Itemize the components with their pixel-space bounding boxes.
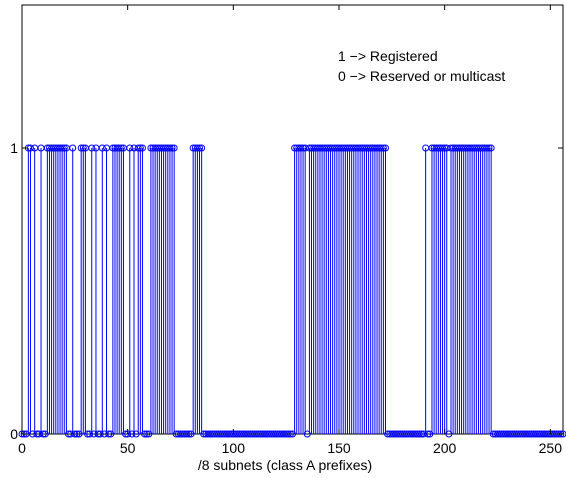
stem-marker: [77, 144, 85, 152]
stem-marker: [487, 144, 495, 152]
stem-marker: [284, 430, 292, 438]
stem-marker: [166, 144, 174, 152]
stem-marker: [60, 144, 68, 152]
stem-marker: [193, 144, 201, 152]
stem-marker: [286, 430, 294, 438]
stem-marker: [20, 430, 28, 438]
stem-marker: [381, 144, 389, 152]
legend-annotation-registered: 1 −> Registered: [338, 48, 438, 64]
stem-marker: [138, 144, 146, 152]
stem-marker: [117, 144, 125, 152]
stem-marker: [439, 144, 447, 152]
stem-marker: [303, 430, 311, 438]
stem-marker: [128, 430, 136, 438]
stem-marker: [185, 430, 193, 438]
x-axis-label: /8 subnets (class A prefixes): [198, 457, 372, 473]
stem-marker: [71, 430, 79, 438]
stem-marker: [105, 430, 113, 438]
stem-marker: [98, 144, 106, 152]
x-tick-label: 50: [120, 440, 136, 456]
stem-marker: [115, 144, 123, 152]
stem-marker: [483, 144, 491, 152]
plot-frame: [21, 4, 564, 435]
stem-marker: [132, 430, 140, 438]
stem-marker: [145, 430, 153, 438]
stem-marker: [26, 144, 34, 152]
y-tick-label: 1: [10, 140, 18, 156]
stem-marker: [96, 430, 104, 438]
stem-marker: [170, 144, 178, 152]
stem-marker: [445, 430, 453, 438]
stem-marker: [126, 144, 134, 152]
x-tick-label: 0: [18, 440, 26, 456]
stem-marker: [136, 144, 144, 152]
stem-marker: [141, 430, 149, 438]
stem-marker: [377, 144, 385, 152]
stem-marker: [424, 430, 432, 438]
stem-marker: [187, 430, 195, 438]
stem-marker: [41, 430, 49, 438]
x-tick-label: 100: [222, 440, 246, 456]
stem-marker: [143, 430, 151, 438]
stem-marker: [88, 144, 96, 152]
stem-marker: [196, 144, 204, 152]
stem-marker: [134, 144, 142, 152]
stem-marker: [415, 430, 423, 438]
x-tick-label: 250: [539, 440, 563, 456]
stem-marker: [198, 144, 206, 152]
stem-marker: [73, 430, 81, 438]
stem-marker: [58, 144, 66, 152]
stem-marker: [86, 430, 94, 438]
stem-marker: [379, 144, 387, 152]
stem-marker: [297, 144, 305, 152]
x-tick-label: 150: [327, 440, 351, 456]
stem-marker: [426, 430, 434, 438]
x-tick-label: 200: [433, 440, 457, 456]
y-tick-label: 0: [10, 426, 18, 442]
stem-marker: [289, 430, 296, 438]
stem-marker: [485, 144, 493, 152]
stem-marker: [168, 144, 176, 152]
stem-marker: [69, 144, 77, 152]
stem-marker: [75, 430, 83, 438]
stem-marker: [557, 430, 565, 438]
legend-annotation-reserved: 0 −> Reserved or multicast: [338, 68, 505, 84]
stem-marker: [79, 144, 87, 152]
stem-marker: [39, 430, 47, 438]
stem-marker: [107, 430, 115, 438]
stem-marker: [183, 430, 191, 438]
